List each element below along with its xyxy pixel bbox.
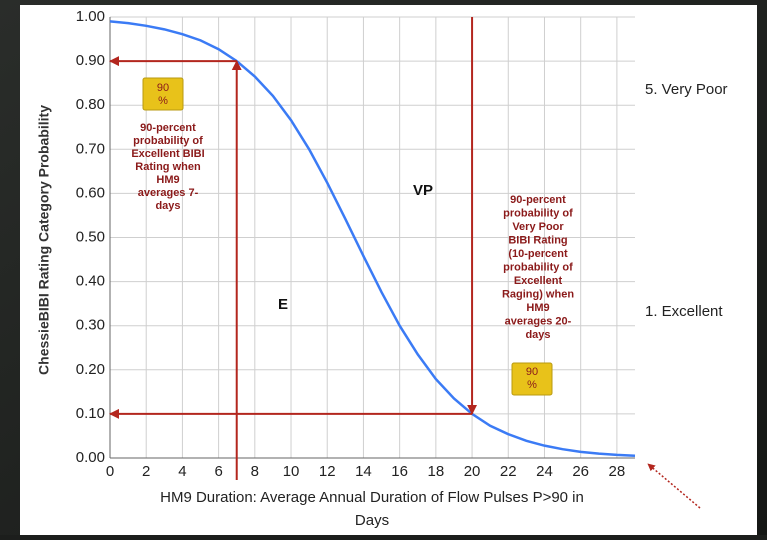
- annotation: Very Poor: [512, 221, 564, 233]
- y-axis-title: ChessieBIBI Rating Category Probability: [36, 105, 52, 375]
- y-tick-label: 0.20: [76, 361, 105, 378]
- annotation: (10-percent: [508, 248, 568, 260]
- annotation: HM9: [526, 302, 549, 314]
- x-tick-label: 6: [214, 463, 222, 480]
- annotation: probability of: [503, 207, 573, 219]
- x-tick-label: 26: [572, 463, 589, 480]
- annotation: 5. Very Poor: [645, 81, 728, 98]
- annotation: 90: [157, 82, 169, 94]
- annotation: days: [525, 329, 550, 341]
- x-tick-label: 14: [355, 463, 372, 480]
- annotation: BIBI Rating: [508, 234, 567, 246]
- x-tick-label: 28: [609, 463, 626, 480]
- x-tick-label: 4: [178, 463, 186, 480]
- annotation: 1. Excellent: [645, 303, 723, 320]
- annotation: 90: [526, 366, 538, 378]
- x-tick-label: 18: [428, 463, 445, 480]
- chart: ChessieBIBI Rating Category Probability …: [0, 0, 767, 535]
- annotation: E: [278, 296, 288, 313]
- x-tick-label: 8: [251, 463, 259, 480]
- y-tick-label: 0.10: [76, 405, 105, 422]
- x-tick-label: 12: [319, 463, 336, 480]
- x-tick-label: 2: [142, 463, 150, 480]
- y-tick-label: 0.40: [76, 273, 105, 290]
- annotation: %: [158, 95, 168, 107]
- y-tick-label: 0.50: [76, 228, 105, 245]
- annotation: %: [527, 379, 537, 391]
- annotation: days: [155, 200, 180, 212]
- annotation: probability of: [133, 135, 203, 147]
- x-axis-title: HM9 Duration: Average Annual Duration of…: [160, 489, 584, 506]
- y-tick-label: 0.90: [76, 52, 105, 69]
- annotation: Rating when: [135, 161, 201, 173]
- annotation: Excellent BIBI: [131, 148, 204, 160]
- annotation: 90-percent: [510, 194, 566, 206]
- y-tick-label: 0.60: [76, 184, 105, 201]
- x-axis-title: Days: [355, 512, 389, 529]
- annotation: HM9: [156, 174, 179, 186]
- x-tick-label: 16: [391, 463, 408, 480]
- annotation: Excellent: [514, 275, 563, 287]
- y-tick-label: 0.30: [76, 317, 105, 334]
- annotation: averages 7-: [138, 187, 199, 199]
- annotation: Raging) when: [502, 288, 574, 300]
- x-tick-label: 24: [536, 463, 553, 480]
- x-tick-label: 22: [500, 463, 517, 480]
- y-tick-label: 1.00: [76, 8, 105, 25]
- annotation: VP: [413, 182, 433, 199]
- x-tick-label: 10: [283, 463, 300, 480]
- x-tick-label: 0: [106, 463, 114, 480]
- x-tick-label: 20: [464, 463, 481, 480]
- y-tick-label: 0.70: [76, 140, 105, 157]
- y-tick-label: 0.00: [76, 449, 105, 466]
- y-tick-label: 0.80: [76, 96, 105, 113]
- annotation: averages 20-: [505, 315, 572, 327]
- annotation: probability of: [503, 261, 573, 273]
- annotation: 90-percent: [140, 122, 196, 134]
- page: ChessieBIBI Rating Category Probability …: [0, 0, 767, 535]
